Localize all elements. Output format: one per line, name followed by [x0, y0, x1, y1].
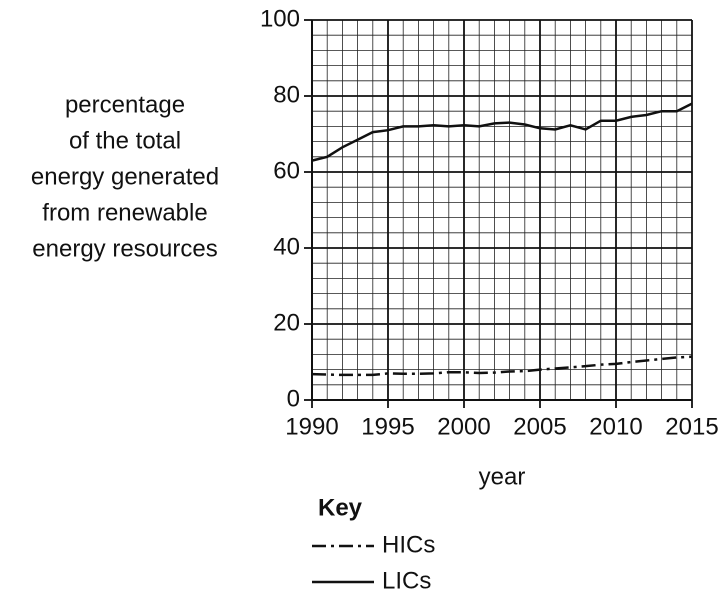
y-tick-label: 20 [273, 309, 300, 336]
x-tick-label: 1995 [361, 413, 414, 440]
legend-title: Key [318, 494, 363, 521]
y-axis-label: of the total [69, 127, 181, 154]
legend-label: HICs [382, 531, 435, 558]
y-tick-label: 80 [273, 81, 300, 108]
x-tick-label: 2015 [665, 413, 718, 440]
x-tick-label: 2000 [437, 413, 490, 440]
y-tick-label: 0 [287, 385, 300, 412]
x-axis-label: year [479, 463, 526, 490]
y-tick-label: 100 [260, 5, 300, 32]
x-tick-label: 2005 [513, 413, 566, 440]
y-axis-label: from renewable [42, 199, 207, 226]
x-tick-label: 2010 [589, 413, 642, 440]
x-tick-label: 1990 [285, 413, 338, 440]
legend-label: LICs [382, 567, 431, 594]
line-series [311, 102, 693, 162]
y-axis-label: percentage [65, 91, 185, 118]
line-series [311, 355, 693, 377]
y-axis-label: energy generated [31, 163, 219, 190]
y-tick-label: 60 [273, 157, 300, 184]
y-axis-label: energy resources [32, 235, 217, 262]
y-tick-label: 40 [273, 233, 300, 260]
